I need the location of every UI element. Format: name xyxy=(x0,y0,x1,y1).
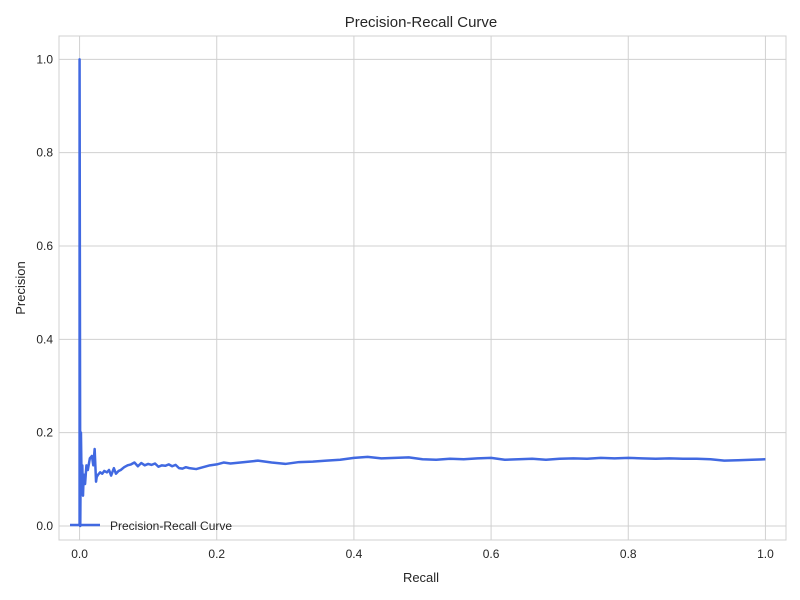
legend: Precision-Recall Curve xyxy=(70,519,232,533)
x-axis-label: Recall xyxy=(403,570,439,585)
y-tick-label: 0.4 xyxy=(36,332,53,346)
series-line-precision-recall xyxy=(78,58,766,528)
y-axis-ticks: 0.0 0.2 0.4 0.6 0.8 1.0 xyxy=(36,52,53,533)
x-tick-label: 0.2 xyxy=(208,547,225,561)
y-tick-label: 0.2 xyxy=(36,426,53,440)
y-tick-label: 0.6 xyxy=(36,239,53,253)
y-tick-label: 1.0 xyxy=(36,52,53,66)
chart-title: Precision-Recall Curve xyxy=(345,14,498,31)
y-tick-label: 0.8 xyxy=(36,146,53,160)
y-axis-label: Precision xyxy=(13,261,28,314)
x-tick-label: 0.8 xyxy=(620,547,637,561)
x-axis-ticks: 0.0 0.2 0.4 0.6 0.8 1.0 xyxy=(71,547,774,561)
x-tick-label: 0.6 xyxy=(483,547,500,561)
y-tick-label: 0.0 xyxy=(36,519,53,533)
x-tick-label: 0.0 xyxy=(71,547,88,561)
plot-area: 0.0 0.2 0.4 0.6 0.8 1.0 0.0 0.2 0.4 0.6 0.8 1.0 xyxy=(36,35,787,561)
x-tick-label: 1.0 xyxy=(757,547,774,561)
legend-label-precision-recall: Precision-Recall Curve xyxy=(110,519,232,533)
series-group xyxy=(78,58,766,528)
plot-frame xyxy=(58,35,787,541)
x-tick-label: 0.4 xyxy=(346,547,363,561)
grid xyxy=(59,36,786,540)
